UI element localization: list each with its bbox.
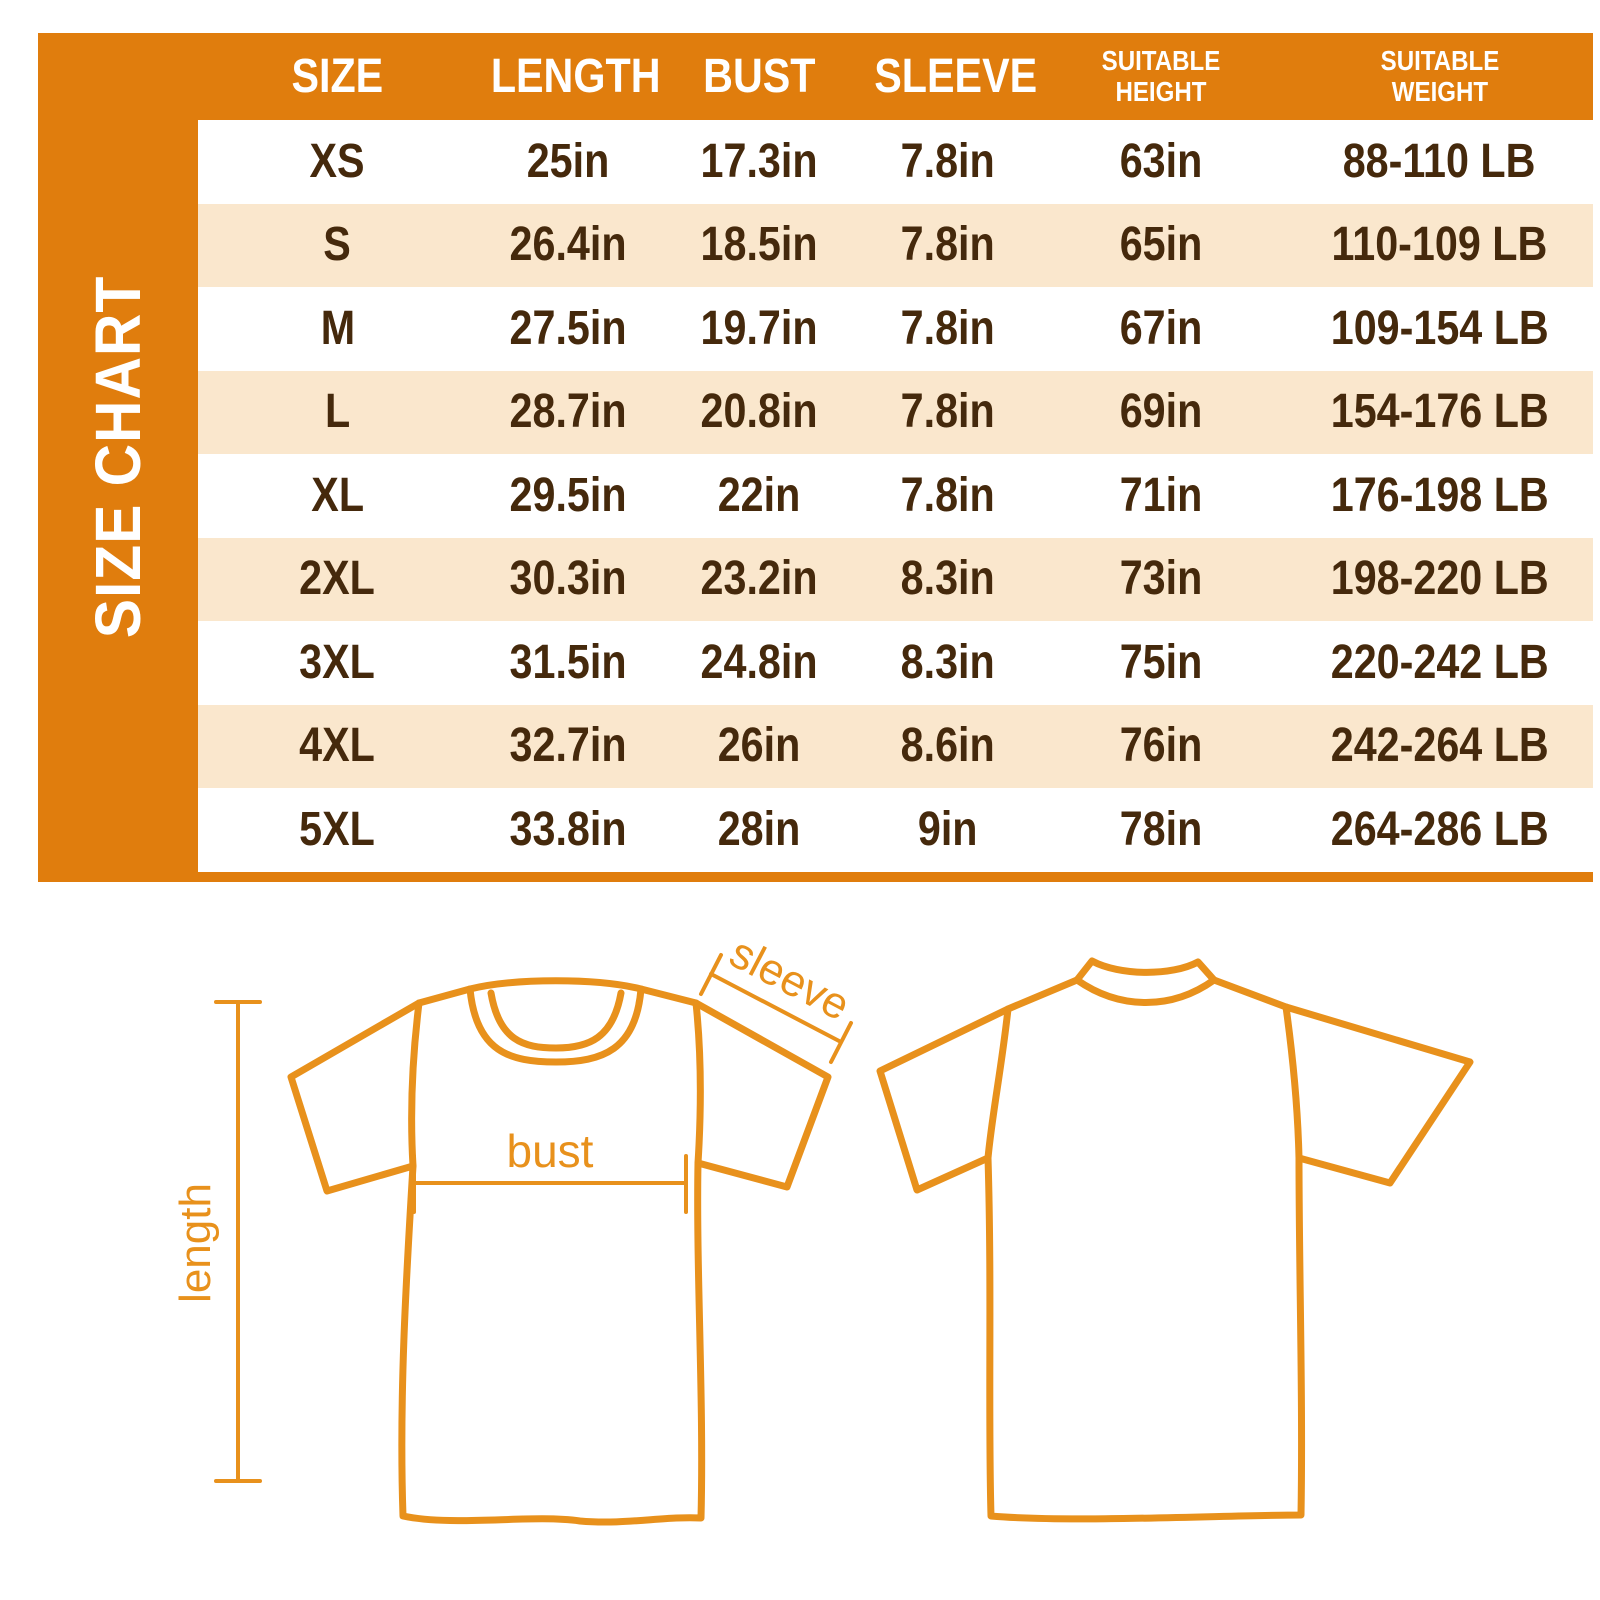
table-cell: 7.8in bbox=[900, 468, 995, 522]
table-cell: 8.3in bbox=[900, 635, 995, 689]
bust-measure-line bbox=[412, 1154, 688, 1214]
table-row: M 27.5in 19.7in 7.8in 67in 109-154 LB bbox=[198, 287, 1593, 371]
table-row: XL 29.5in 22in 7.8in 71in 176-198 LB bbox=[198, 454, 1593, 538]
table-cell: 75in bbox=[1119, 635, 1202, 689]
table-row: 3XL 31.5in 24.8in 8.3in 75in 220-242 LB bbox=[198, 621, 1593, 705]
table-cell: 7.8in bbox=[900, 134, 995, 188]
length-measure-line bbox=[214, 1000, 262, 1483]
size-table-wrap: SIZE LENGTH BUST SLEEVE SUITABLE HEIGHT SUITAB… bbox=[198, 33, 1593, 882]
column-header-bust: BUST bbox=[703, 49, 816, 103]
table-cell: 8.6in bbox=[900, 719, 995, 773]
table-cell: 110-109 LB bbox=[1331, 218, 1548, 272]
size-chart-side-band: SIZE CHART bbox=[38, 33, 198, 882]
table-cell: 220-242 LB bbox=[1330, 635, 1549, 689]
table-cell: 65in bbox=[1119, 218, 1202, 272]
table-cell: 28.7in bbox=[509, 385, 627, 439]
table-cell: 27.5in bbox=[509, 301, 627, 355]
table-row: 5XL 33.8in 28in 9in 78in 264-286 LB bbox=[198, 788, 1593, 872]
table-cell: 29.5in bbox=[509, 468, 627, 522]
column-header-length: LENGTH bbox=[490, 49, 661, 103]
table-cell: XS bbox=[309, 134, 366, 188]
table-cell: 8.3in bbox=[900, 552, 995, 606]
table-cell: S bbox=[323, 218, 352, 272]
table-cell: 26in bbox=[718, 719, 801, 773]
back-tshirt-drawing bbox=[876, 957, 1474, 1523]
size-chart-title: SIZE CHART bbox=[82, 275, 154, 639]
table-cell: 28in bbox=[718, 802, 801, 856]
table-cell: 18.5in bbox=[700, 218, 818, 272]
size-chart-block: SIZE CHART SIZE LENGTH BUST SLEEVE SUITABLE H… bbox=[38, 33, 1593, 882]
table-row: 2XL 30.3in 23.2in 8.3in 73in 198-220 LB bbox=[198, 537, 1593, 621]
table-cell: 30.3in bbox=[509, 552, 627, 606]
column-header-suitable-weight: SUITABLE WEIGHT bbox=[1380, 45, 1499, 107]
size-table: SIZE LENGTH BUST SLEEVE SUITABLE HEIGHT SUITAB… bbox=[198, 33, 1593, 872]
table-cell: 78in bbox=[1119, 802, 1202, 856]
table-cell: 23.2in bbox=[700, 552, 818, 606]
column-header-size: SIZE bbox=[291, 49, 384, 103]
table-cell: 67in bbox=[1119, 301, 1202, 355]
table-cell: 63in bbox=[1119, 134, 1202, 188]
table-cell: 3XL bbox=[299, 635, 376, 689]
table-cell: 176-198 LB bbox=[1330, 468, 1549, 522]
table-cell: 5XL bbox=[299, 802, 376, 856]
table-cell: 24.8in bbox=[700, 635, 818, 689]
tshirt-measurement-diagram: bust sleeve length bbox=[171, 928, 1474, 1526]
table-cell: 19.7in bbox=[700, 301, 818, 355]
table-cell: 26.4in bbox=[509, 218, 627, 272]
sleeve-measure-line bbox=[699, 953, 853, 1064]
table-cell: 109-154 LB bbox=[1330, 301, 1549, 355]
table-row: S 26.4in 18.5in 7.8in 65in 110-109 LB bbox=[198, 203, 1593, 287]
table-cell: 69in bbox=[1119, 385, 1202, 439]
table-cell: 4XL bbox=[299, 719, 376, 773]
table-cell: M bbox=[320, 301, 355, 355]
table-cell: 7.8in bbox=[900, 301, 995, 355]
table-cell: 9in bbox=[917, 802, 978, 856]
table-cell: 25in bbox=[526, 134, 609, 188]
table-row: 4XL 32.7in 26in 8.6in 76in 242-264 LB bbox=[198, 704, 1593, 788]
table-cell: 32.7in bbox=[509, 719, 627, 773]
table-cell: L bbox=[324, 385, 351, 439]
table-cell: XL bbox=[311, 468, 364, 522]
table-cell: 71in bbox=[1119, 468, 1202, 522]
table-cell: 88-110 LB bbox=[1343, 134, 1536, 188]
table-cell: 198-220 LB bbox=[1330, 552, 1549, 606]
table-cell: 17.3in bbox=[700, 134, 818, 188]
table-row: L 28.7in 20.8in 7.8in 69in 154-176 LB bbox=[198, 370, 1593, 454]
column-header-suitable-height: SUITABLE HEIGHT bbox=[1101, 45, 1220, 107]
length-label: length bbox=[171, 1183, 220, 1303]
table-cell: 73in bbox=[1119, 552, 1202, 606]
bust-label: bust bbox=[507, 1125, 594, 1177]
table-cell: 7.8in bbox=[900, 218, 995, 272]
table-body: XS 25in 17.3in 7.8in 63in 88-110 LB S 26.4in 18.… bbox=[198, 120, 1593, 872]
table-cell: 264-286 LB bbox=[1330, 802, 1549, 856]
table-header-row: SIZE LENGTH BUST SLEEVE SUITABLE HEIGHT SUITAB… bbox=[198, 33, 1593, 120]
front-tshirt-drawing bbox=[287, 977, 832, 1526]
table-cell: 33.8in bbox=[509, 802, 627, 856]
table-cell: 242-264 LB bbox=[1330, 719, 1549, 773]
table-cell: 22in bbox=[718, 468, 801, 522]
column-header-sleeve: SLEEVE bbox=[873, 49, 1037, 103]
table-cell: 154-176 LB bbox=[1330, 385, 1549, 439]
table-cell: 20.8in bbox=[700, 385, 818, 439]
table-cell: 2XL bbox=[299, 552, 376, 606]
table-row: XS 25in 17.3in 7.8in 63in 88-110 LB bbox=[198, 120, 1593, 204]
table-cell: 76in bbox=[1119, 719, 1202, 773]
table-cell: 7.8in bbox=[900, 385, 995, 439]
table-cell: 31.5in bbox=[509, 635, 627, 689]
